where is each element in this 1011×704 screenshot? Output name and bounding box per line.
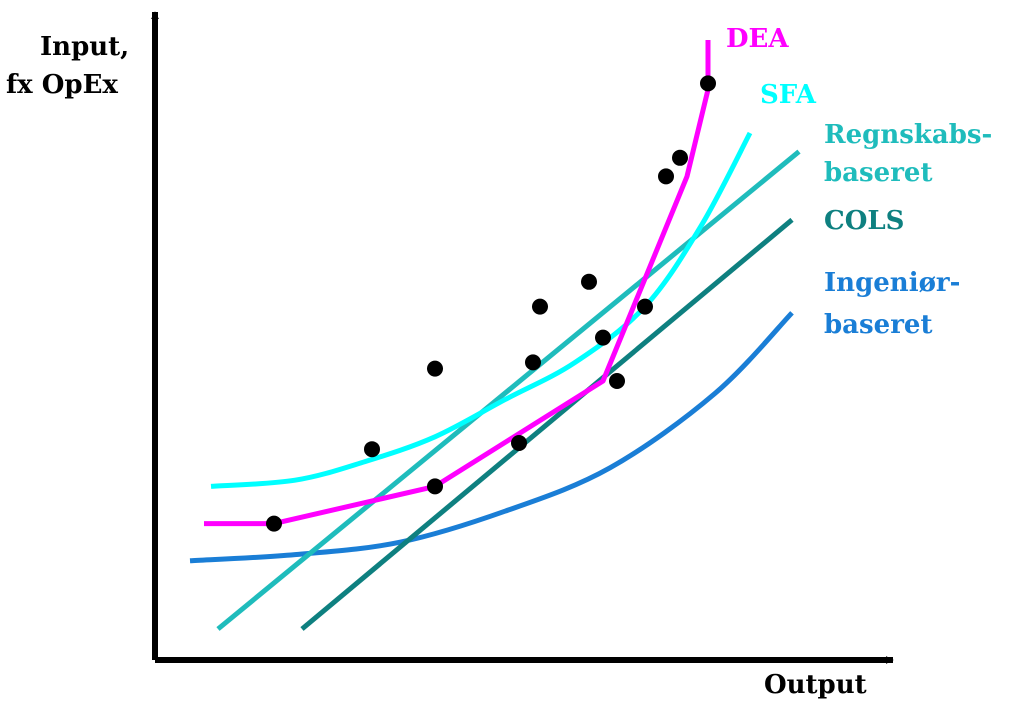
data-point bbox=[595, 329, 611, 346]
data-point bbox=[525, 354, 541, 371]
series-layer bbox=[189, 40, 801, 631]
data-point bbox=[672, 149, 688, 166]
data-point bbox=[637, 298, 653, 315]
data-point bbox=[427, 360, 443, 377]
data-point bbox=[266, 515, 282, 532]
y-axis-label-line2: fx OpEx bbox=[6, 70, 118, 100]
data-point bbox=[609, 373, 625, 389]
data-point bbox=[700, 75, 716, 92]
series-line-regnskabs-baseret bbox=[216, 149, 801, 631]
points-layer bbox=[266, 75, 716, 532]
series-label-cols: COLS bbox=[824, 206, 905, 236]
series-line-dea bbox=[204, 40, 711, 527]
series-label-regnskabs-line1: Regnskabs- bbox=[824, 120, 993, 150]
series-line-ingeni-r-baseret bbox=[189, 311, 794, 564]
series-label-sfa: SFA bbox=[760, 80, 816, 110]
x-axis-label: Output bbox=[764, 670, 867, 700]
series-line-sfa bbox=[210, 131, 753, 489]
data-point bbox=[364, 441, 380, 458]
data-point bbox=[658, 168, 674, 185]
data-point bbox=[581, 273, 597, 290]
data-point bbox=[532, 298, 548, 315]
series-label-dea: DEA bbox=[726, 24, 789, 54]
y-axis-label-line1: Input, bbox=[40, 32, 130, 62]
data-point bbox=[511, 435, 527, 451]
series-label-ingenior-line2: baseret bbox=[824, 310, 933, 340]
series-line-cols bbox=[300, 217, 794, 631]
series-label-regnskabs-line2: baseret bbox=[824, 158, 933, 188]
series-label-ingenior-line1: Ingeniør- bbox=[824, 268, 961, 298]
data-point bbox=[427, 478, 443, 495]
